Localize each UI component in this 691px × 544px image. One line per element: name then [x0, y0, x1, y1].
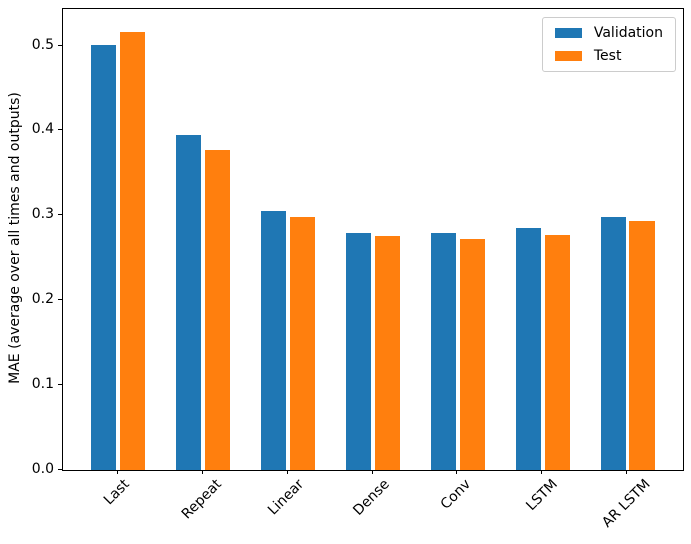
- legend-label-test: Test: [593, 48, 622, 64]
- y-axis-label: MAE (average over all times and outputs): [7, 92, 23, 384]
- y-tick-0.4: [58, 129, 62, 131]
- y-tick-0.5: [58, 44, 62, 46]
- bar-validation-lstm: [515, 227, 542, 470]
- bar-validation-conv: [430, 233, 457, 470]
- legend: Validation Test: [541, 17, 676, 72]
- bar-test-lstm: [544, 235, 571, 470]
- x-tick-label-linear: Linear: [265, 476, 308, 519]
- x-tick-lstm: [541, 470, 543, 474]
- x-tick-label-repeat: Repeat: [178, 476, 226, 523]
- bar-test-conv: [459, 238, 486, 470]
- bar-validation-ar-lstm: [600, 217, 627, 470]
- bar-test-dense: [374, 235, 401, 470]
- legend-swatch-validation: [554, 28, 582, 38]
- y-tick-0.1: [58, 383, 62, 385]
- y-tick-label-0.4: 0.4: [31, 121, 54, 138]
- x-tick-label-conv: Conv: [438, 476, 475, 513]
- legend-swatch-test: [554, 51, 582, 61]
- plot-area: Validation Test: [62, 8, 684, 471]
- x-tick-label-ar-lstm: AR LSTM: [599, 476, 654, 531]
- x-tick-dense: [371, 470, 373, 474]
- x-tick-label-dense: Dense: [350, 476, 394, 519]
- x-tick-conv: [456, 470, 458, 474]
- bar-validation-last: [91, 45, 117, 470]
- bar-test-ar-lstm: [629, 220, 655, 470]
- x-tick-repeat: [201, 470, 203, 474]
- y-tick-0.2: [58, 298, 62, 300]
- y-tick-label-0.5: 0.5: [31, 36, 54, 53]
- y-tick-label-0.0: 0.0: [31, 460, 54, 477]
- y-tick-label-0.3: 0.3: [31, 206, 54, 223]
- y-tick-0.3: [58, 214, 62, 216]
- bar-validation-dense: [345, 232, 372, 470]
- x-tick-ar-lstm: [626, 470, 628, 474]
- x-tick-label-lstm: LSTM: [522, 476, 561, 515]
- legend-entry-test: Test: [554, 48, 663, 64]
- legend-label-validation: Validation: [593, 25, 663, 41]
- bar-test-last: [119, 32, 146, 470]
- x-tick-linear: [286, 470, 288, 474]
- bar-test-repeat: [204, 150, 231, 470]
- x-tick-label-last: Last: [100, 476, 133, 509]
- bar-validation-repeat: [175, 135, 202, 470]
- bar-validation-linear: [260, 210, 287, 470]
- x-tick-last: [116, 470, 118, 474]
- y-tick-label-0.1: 0.1: [31, 375, 54, 392]
- y-tick-label-0.2: 0.2: [31, 290, 54, 307]
- bar-test-linear: [289, 217, 316, 470]
- y-tick-0.0: [58, 468, 62, 470]
- legend-entry-validation: Validation: [554, 25, 663, 41]
